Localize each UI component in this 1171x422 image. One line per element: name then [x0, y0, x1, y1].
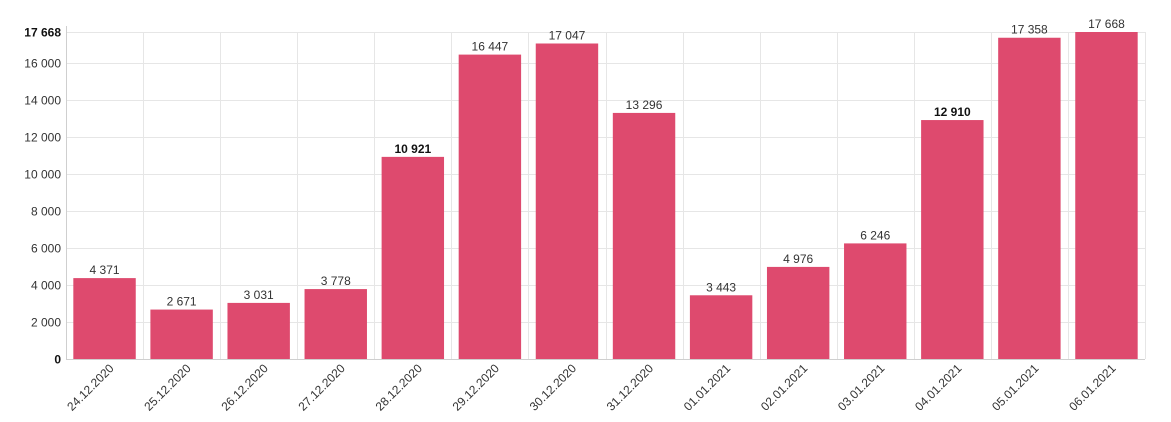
x-tick-label: 02.01.2021	[758, 361, 811, 414]
data-label: 13 296	[626, 98, 663, 112]
bar	[766, 266, 830, 359]
x-tick-label: 31.12.2020	[604, 361, 657, 414]
bar	[458, 54, 522, 359]
x-tick-label: 25.12.2020	[141, 361, 194, 414]
x-tick-label: 04.01.2021	[912, 361, 965, 414]
y-axis: 0 2 000 4 000 6 000 8 000 10 000 12 000 14 000 1…	[24, 26, 61, 367]
y-tick-label: 12 000	[24, 131, 61, 145]
data-label: 4 371	[90, 263, 120, 277]
data-label: 17 668	[1088, 17, 1125, 31]
y-tick-label: 0	[54, 353, 61, 367]
bar	[535, 43, 599, 359]
y-tick-label: 10 000	[24, 168, 61, 182]
x-axis: 24.12.2020 25.12.2020 26.12.2020 27.12.2020…	[64, 361, 1119, 414]
chart-grid	[66, 26, 1146, 360]
x-tick-label: 05.01.2021	[989, 361, 1042, 414]
data-label: 6 246	[860, 228, 890, 242]
x-tick-label: 30.12.2020	[527, 361, 580, 414]
data-label: 3 031	[244, 288, 274, 302]
bar	[227, 302, 290, 359]
x-tick-label: 06.01.2021	[1066, 361, 1119, 414]
x-tick-label: 01.01.2021	[681, 361, 734, 414]
data-label: 4 976	[783, 252, 813, 266]
bar	[150, 309, 213, 359]
data-label: 16 447	[472, 40, 509, 54]
data-label: 17 047	[549, 28, 586, 42]
bar	[73, 278, 136, 359]
data-labels: 4 371 2 671 3 031 3 778 10 921 16 447 17 047 13…	[90, 17, 1126, 309]
y-tick-label: 17 668	[24, 26, 61, 40]
data-label: 10 921	[394, 142, 431, 156]
data-label: 3 443	[706, 280, 736, 294]
data-label: 3 778	[321, 274, 351, 288]
x-tick-label: 27.12.2020	[296, 361, 349, 414]
bar	[844, 243, 907, 359]
y-tick-label: 8 000	[31, 205, 61, 219]
data-label: 12 910	[934, 105, 971, 119]
x-tick-label: 24.12.2020	[64, 361, 117, 414]
bar	[304, 289, 367, 359]
x-tick-label: 28.12.2020	[373, 361, 426, 414]
bars	[73, 32, 1138, 360]
y-tick-label: 4 000	[31, 279, 61, 293]
data-label: 2 671	[167, 295, 197, 309]
bar	[689, 295, 753, 359]
data-label: 17 358	[1011, 23, 1048, 37]
x-tick-label: 29.12.2020	[450, 361, 503, 414]
bar	[998, 37, 1061, 360]
bar	[921, 120, 984, 359]
y-tick-label: 2 000	[31, 316, 61, 330]
bar	[612, 112, 676, 359]
y-tick-label: 16 000	[24, 57, 61, 71]
bar	[1075, 32, 1138, 359]
y-tick-label: 14 000	[24, 94, 61, 108]
y-tick-label: 6 000	[31, 242, 61, 256]
x-tick-label: 03.01.2021	[835, 361, 888, 414]
x-tick-label: 26.12.2020	[218, 361, 271, 414]
bar	[381, 156, 445, 359]
